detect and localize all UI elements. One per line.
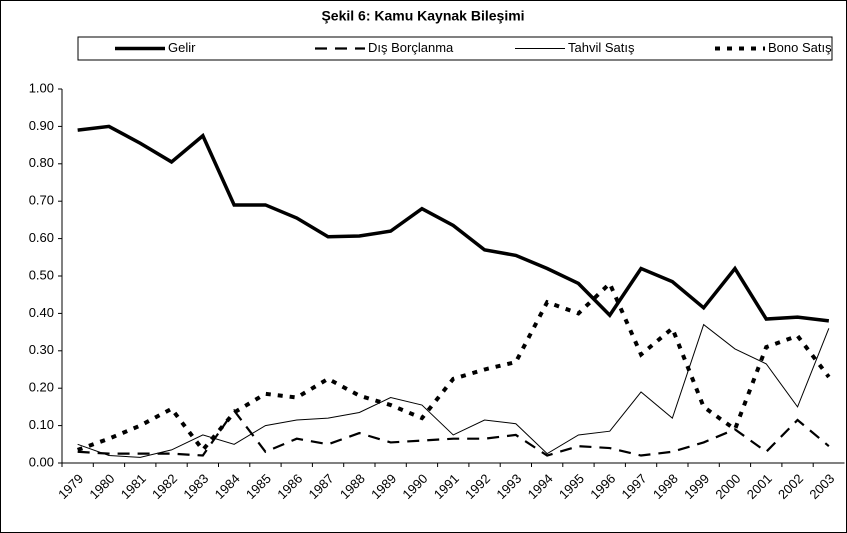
legend-label: Bono Satış <box>768 40 832 55</box>
y-tick-label: 0.90 <box>29 118 54 133</box>
y-tick-label: 1.00 <box>29 80 54 95</box>
y-tick-label: 0.30 <box>29 342 54 357</box>
y-tick-label: 0.10 <box>29 417 54 432</box>
chart-title: Şekil 6: Kamu Kaynak Bileşimi <box>321 8 524 24</box>
y-tick-label: 0.20 <box>29 380 54 395</box>
y-tick-label: 0.00 <box>29 454 54 469</box>
legend-label: Dış Borçlanma <box>368 40 454 55</box>
y-tick-label: 0.50 <box>29 267 54 282</box>
series-line <box>76 280 831 454</box>
y-tick-label: 0.70 <box>29 193 54 208</box>
legend-label: Gelir <box>168 40 196 55</box>
legend-box <box>77 36 833 61</box>
y-tick-label: 0.40 <box>29 305 54 320</box>
series-line <box>77 124 830 323</box>
y-tick-label: 0.60 <box>29 230 54 245</box>
series-line <box>77 323 830 458</box>
y-tick-label: 0.80 <box>29 155 54 170</box>
series-line <box>77 408 830 457</box>
legend-label: Tahvil Satış <box>568 40 635 55</box>
